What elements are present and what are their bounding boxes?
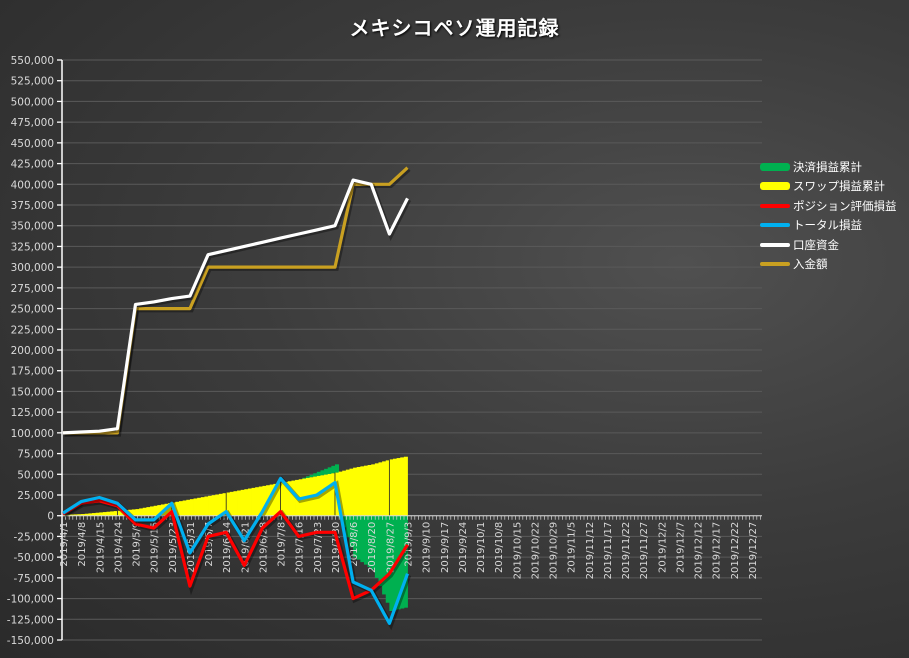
y-tick-label: 425,000 [11,159,54,171]
x-tick-label: 2019/10/8 [494,522,505,573]
x-tick-label: 2019/6/7 [204,522,215,567]
legend-label: ポジション評価損益 [793,198,897,213]
line-position-pnl [62,499,409,601]
y-tick-label: 25,000 [17,490,54,502]
y-tick-label: -150,000 [7,635,54,647]
legend-item: 決済損益累計 [760,157,897,177]
legend-item: ポジション評価損益 [760,196,897,216]
y-tick-label: -25,000 [13,531,54,543]
legend-item: 入金額 [760,255,897,275]
x-tick-label: 2019/7/30 [331,522,342,573]
y-tick-label: -75,000 [13,573,54,585]
y-tick-label: 0 [47,511,54,523]
y-tick-label: 325,000 [11,241,54,253]
y-tick-label: -50,000 [13,552,54,564]
x-tick-label: 2019/4/8 [77,522,88,567]
x-tick-label: 2019/6/21 [240,522,251,573]
y-tick-label: 275,000 [11,283,54,295]
line-account-balance [62,178,409,435]
y-tick-label: -100,000 [7,594,54,606]
x-tick-label: 2019/7/16 [295,522,306,573]
y-tick-label: 450,000 [11,138,54,150]
x-tick-label: 2019/10/15 [512,522,523,580]
legend-item: 口座資金 [760,235,897,255]
legend-label: 口座資金 [793,237,839,252]
x-tick-label: 2019/8/20 [367,522,378,573]
legend-swatch-icon [760,162,790,171]
x-tick-label: 2019/10/1 [476,522,487,573]
y-tick-label: 75,000 [17,449,54,461]
x-tick-label: 2019/9/10 [422,522,433,573]
x-tick-label: 2019/8/27 [385,522,396,573]
y-tick-label: 350,000 [11,221,54,233]
x-tick-label: 2019/7/8 [277,522,288,567]
x-tick-label: 2019/9/3 [404,522,415,567]
x-tick-label: 2019/12/27 [748,522,759,580]
x-tick-label: 2019/12/7 [675,522,686,573]
legend-label: 入金額 [793,257,828,272]
x-tick-label: 2019/5/31 [186,522,197,573]
x-tick-label: 2019/5/9 [132,522,143,567]
x-tick-label: 2019/11/5 [567,522,578,573]
x-tick-label: 2019/11/17 [603,522,614,580]
legend-line-icon [760,203,790,208]
x-tick-label: 2019/12/2 [657,522,668,573]
x-tick-label: 2019/11/22 [621,522,632,580]
legend-swatch-icon [760,182,790,191]
legend-line-icon [760,262,790,267]
x-tick-label: 2019/4/24 [113,522,124,573]
y-tick-label: -125,000 [7,614,54,626]
y-tick-label: 125,000 [11,407,54,419]
line-deposit [63,166,409,435]
x-tick-label: 2019/10/22 [530,522,541,580]
x-tick-label: 2019/11/12 [585,522,596,580]
x-tick-label: 2019/7/23 [313,522,324,573]
x-tick-label: 2019/6/14 [222,522,233,573]
chart-title: メキシコペソ運用記録 [349,16,560,40]
y-tick-label: 525,000 [11,76,54,88]
legend-item: トータル損益 [760,216,897,236]
line-total-pnl [62,476,410,626]
x-tick-label: 2019/12/12 [694,522,705,580]
x-tick-label: 2019/9/24 [458,522,469,573]
x-tick-label: 2019/8/6 [349,522,360,567]
y-tick-label: 475,000 [11,117,54,129]
y-tick-label: 250,000 [11,304,54,316]
y-tick-label: 300,000 [11,262,54,274]
legend-line-icon [760,242,790,247]
x-tick-label: 2019/6/28 [258,522,269,573]
legend-item: スワップ損益累計 [760,177,897,197]
x-tick-label: 2019/12/17 [712,522,723,580]
y-tick-label: 150,000 [11,386,54,398]
x-tick-label: 2019/11/27 [639,522,650,580]
y-tick-label: 550,000 [11,55,54,67]
x-tick-label: 2019/4/1 [59,522,70,567]
x-tick-label: 2019/12/22 [730,522,741,580]
y-tick-label: 375,000 [11,200,54,212]
x-tick-label: 2019/5/23 [168,522,179,573]
x-tick-label: 2019/4/15 [95,522,106,573]
y-tick-label: 200,000 [11,345,54,357]
legend-label: 決済損益累計 [793,159,862,174]
y-tick-label: 500,000 [11,96,54,108]
y-tick-label: 400,000 [11,179,54,191]
y-tick-label: 225,000 [11,324,54,336]
legend-label: トータル損益 [793,218,862,233]
legend-label: スワップ損益累計 [793,179,885,194]
legend: 決済損益累計スワップ損益累計 ポジション評価損益 トータル損益 口座資金入金額 [760,157,897,274]
y-tick-label: 50,000 [17,469,54,481]
x-tick-label: 2019/5/15 [150,522,161,573]
x-tick-label: 2019/9/17 [440,522,451,573]
legend-line-icon [760,223,790,228]
y-tick-label: 175,000 [11,366,54,378]
y-tick-label: 100,000 [11,428,54,440]
x-tick-label: 2019/10/29 [549,522,560,580]
